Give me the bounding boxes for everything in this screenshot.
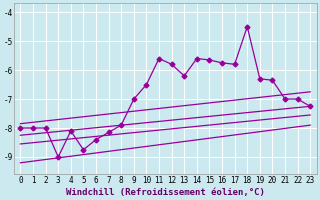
X-axis label: Windchill (Refroidissement éolien,°C): Windchill (Refroidissement éolien,°C) (66, 188, 265, 197)
